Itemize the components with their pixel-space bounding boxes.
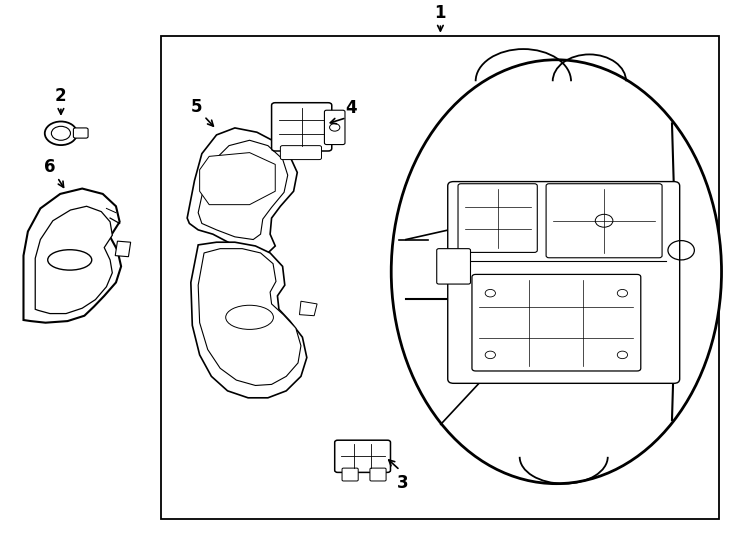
Text: 3: 3 bbox=[396, 474, 408, 492]
Text: 6: 6 bbox=[44, 158, 56, 176]
Polygon shape bbox=[198, 248, 301, 386]
FancyBboxPatch shape bbox=[472, 274, 641, 371]
FancyBboxPatch shape bbox=[335, 440, 390, 472]
FancyBboxPatch shape bbox=[272, 103, 332, 151]
Polygon shape bbox=[35, 206, 112, 314]
FancyBboxPatch shape bbox=[448, 181, 680, 383]
Polygon shape bbox=[299, 301, 317, 316]
Ellipse shape bbox=[48, 249, 92, 270]
Polygon shape bbox=[191, 242, 307, 398]
Polygon shape bbox=[115, 241, 131, 256]
FancyBboxPatch shape bbox=[437, 248, 470, 284]
Text: 2: 2 bbox=[55, 87, 67, 105]
Polygon shape bbox=[187, 128, 297, 253]
FancyBboxPatch shape bbox=[342, 468, 358, 481]
Circle shape bbox=[52, 127, 70, 140]
FancyBboxPatch shape bbox=[458, 184, 537, 252]
Ellipse shape bbox=[226, 305, 273, 329]
Polygon shape bbox=[23, 188, 121, 323]
Text: 4: 4 bbox=[345, 99, 357, 117]
FancyBboxPatch shape bbox=[73, 128, 88, 138]
Text: 5: 5 bbox=[191, 98, 203, 116]
FancyBboxPatch shape bbox=[324, 110, 345, 145]
FancyBboxPatch shape bbox=[280, 146, 321, 160]
FancyBboxPatch shape bbox=[546, 184, 662, 258]
Polygon shape bbox=[200, 153, 275, 205]
Polygon shape bbox=[198, 140, 288, 240]
Bar bbox=[161, 36, 719, 518]
Ellipse shape bbox=[391, 60, 722, 484]
Text: 1: 1 bbox=[435, 4, 446, 22]
FancyBboxPatch shape bbox=[370, 468, 386, 481]
